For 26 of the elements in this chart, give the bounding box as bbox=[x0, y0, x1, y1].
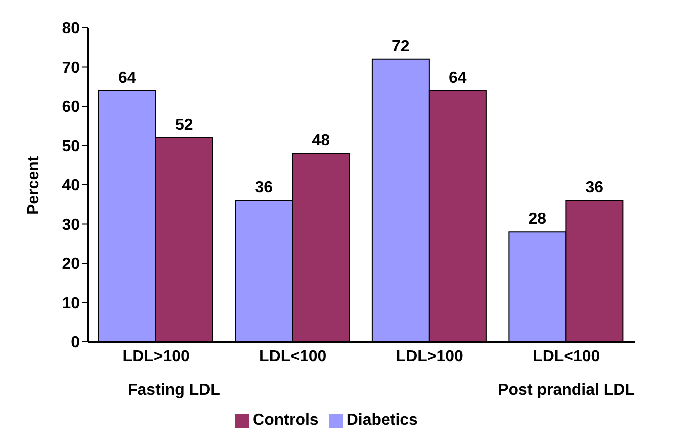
data-label: 28 bbox=[528, 211, 547, 228]
data-label: 36 bbox=[586, 180, 604, 197]
x-tick-label: LDL<100 bbox=[260, 348, 327, 366]
data-label: 64 bbox=[449, 70, 467, 87]
y-tick-label: 10 bbox=[62, 295, 80, 312]
y-tick-label: 80 bbox=[62, 20, 80, 38]
text: Post prandial LDL bbox=[497, 382, 635, 400]
legend-label: Controls bbox=[253, 412, 319, 429]
y-tick-label: 0 bbox=[71, 334, 80, 352]
data-label: 52 bbox=[176, 116, 194, 134]
data-label: 72 bbox=[392, 38, 410, 56]
y-axis-title: Percent bbox=[26, 156, 43, 215]
x-tick-label: LDL>100 bbox=[396, 348, 464, 366]
legend-label: Diabetics bbox=[346, 412, 418, 429]
text: Fasting LDL bbox=[127, 382, 222, 400]
y-tick-label: 20 bbox=[62, 256, 80, 274]
x-tick-label: LDL>100 bbox=[122, 348, 190, 366]
y-tick-label: 50 bbox=[62, 138, 80, 156]
y-tick-label: 30 bbox=[62, 216, 80, 234]
y-tick-label: 60 bbox=[62, 99, 80, 116]
data-label: 48 bbox=[312, 132, 330, 150]
data-label: 64 bbox=[118, 70, 136, 87]
y-tick-label: 40 bbox=[62, 178, 80, 195]
data-label: 36 bbox=[255, 180, 274, 197]
y-tick-label: 70 bbox=[62, 60, 80, 77]
x-tick-label: LDL<100 bbox=[533, 348, 600, 366]
